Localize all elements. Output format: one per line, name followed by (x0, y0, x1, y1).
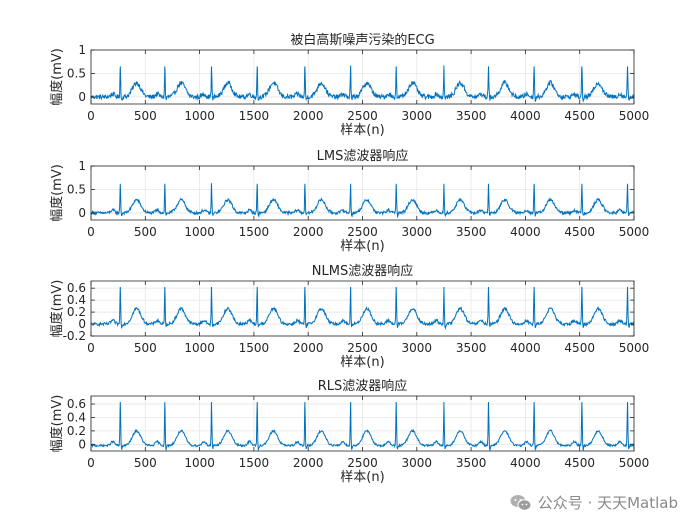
x-tick-label: 2000 (293, 456, 324, 470)
x-tick-label: 0 (87, 341, 95, 355)
x-tick-label: 5000 (619, 456, 650, 470)
x-tick-label: 2500 (347, 225, 378, 239)
x-tick-label: 500 (134, 225, 157, 239)
y-tick-label: 0.2 (67, 424, 86, 438)
y-tick-label: 0 (78, 90, 86, 104)
y-tick-label: 0.5 (67, 66, 86, 80)
x-tick-label: 4500 (564, 225, 595, 239)
ecg-panel-2: 0 500 1000 1500 2000 2500 3000 3500 4000 4500 5000… (49, 148, 649, 254)
x-tick-label: 2500 (347, 341, 378, 355)
x-tick-label: 2000 (293, 109, 324, 123)
x-tick-label: 2500 (347, 456, 378, 470)
y-tick-label: 0.2 (67, 305, 86, 319)
y-axis-label: 幅度(mV) (49, 280, 65, 338)
x-tick-label: 500 (134, 341, 157, 355)
x-tick-label: 2000 (293, 341, 324, 355)
x-tick-label: 1000 (184, 109, 215, 123)
x-tick-label: 4000 (510, 109, 541, 123)
x-tick-label: 4000 (510, 225, 541, 239)
x-tick-label: 5000 (619, 225, 650, 239)
x-axis-label: 样本(n) (340, 470, 384, 485)
x-tick-label: 4500 (564, 456, 595, 470)
x-tick-label: 3000 (402, 109, 433, 123)
y-tick-label: 0 (78, 317, 86, 331)
x-tick-label: 1000 (184, 341, 215, 355)
x-tick-label: 1500 (239, 456, 270, 470)
x-tick-label: 3500 (456, 456, 487, 470)
wechat-icon (510, 494, 532, 511)
y-tick-label: -0.2 (63, 329, 86, 343)
x-tick-label: 0 (87, 225, 95, 239)
y-tick-label: 1 (78, 43, 86, 57)
x-tick-label: 1500 (239, 109, 270, 123)
x-tick-label: 3000 (402, 225, 433, 239)
x-tick-label: 3500 (456, 225, 487, 239)
x-tick-label: 0 (87, 109, 95, 123)
ecg-signal-line (90, 286, 635, 331)
x-tick-label: 1000 (184, 225, 215, 239)
panel-title: NLMS滤波器响应 (312, 263, 413, 279)
ecg-signal-line (90, 65, 635, 103)
x-tick-label: 5000 (619, 341, 650, 355)
y-tick-label: 0.5 (67, 182, 86, 196)
x-tick-label: 4500 (564, 341, 595, 355)
x-tick-label: 4000 (510, 341, 541, 355)
watermark-text: 公众号 · 天天Matlab (537, 494, 678, 512)
ecg-signal-line (90, 401, 635, 451)
y-tick-label: 0 (78, 206, 86, 220)
x-tick-label: 3000 (402, 341, 433, 355)
y-axis-label: 幅度(mV) (49, 164, 65, 222)
x-tick-label: 2000 (293, 225, 324, 239)
x-axis-label: 样本(n) (340, 123, 384, 138)
x-tick-label: 4500 (564, 109, 595, 123)
y-tick-label: 0 (78, 437, 86, 451)
x-axis-label: 样本(n) (340, 239, 384, 254)
y-tick-label: 0.6 (67, 397, 86, 411)
x-tick-label: 3000 (402, 456, 433, 470)
panel-title: RLS滤波器响应 (318, 378, 408, 394)
x-tick-label: 0 (87, 456, 95, 470)
y-tick-label: 0.6 (67, 281, 86, 295)
y-tick-label: 1 (78, 159, 86, 173)
x-tick-label: 2500 (347, 109, 378, 123)
x-tick-label: 4000 (510, 456, 541, 470)
x-tick-label: 3500 (456, 109, 487, 123)
x-tick-label: 500 (134, 456, 157, 470)
ecg-panel-3: 0 500 1000 1500 2000 2500 3000 3500 4000 4500 5000… (49, 263, 649, 370)
watermark: 公众号 · 天天Matlab (510, 492, 678, 513)
x-axis-label: 样本(n) (340, 355, 384, 370)
y-axis-label: 幅度(mV) (49, 48, 65, 106)
panel-title: 被白高斯噪声污染的ECG (290, 32, 434, 48)
y-tick-label: 0.4 (67, 293, 86, 307)
x-tick-label: 1000 (184, 456, 215, 470)
y-tick-label: 0.4 (67, 410, 86, 424)
x-tick-label: 500 (134, 109, 157, 123)
x-tick-label: 3500 (456, 341, 487, 355)
x-tick-label: 5000 (619, 109, 650, 123)
panel-title: LMS滤波器响应 (317, 148, 409, 164)
ecg-panel-4: 0 500 1000 1500 2000 2500 3000 3500 4000 4500 5000… (49, 378, 649, 485)
x-tick-label: 1500 (239, 225, 270, 239)
ecg-panel-1: 0 500 1000 1500 2000 2500 3000 3500 4000 4500 5000… (49, 32, 649, 138)
y-axis-label: 幅度(mV) (49, 395, 65, 453)
ecg-signal-line (90, 182, 635, 219)
x-tick-label: 1500 (239, 341, 270, 355)
